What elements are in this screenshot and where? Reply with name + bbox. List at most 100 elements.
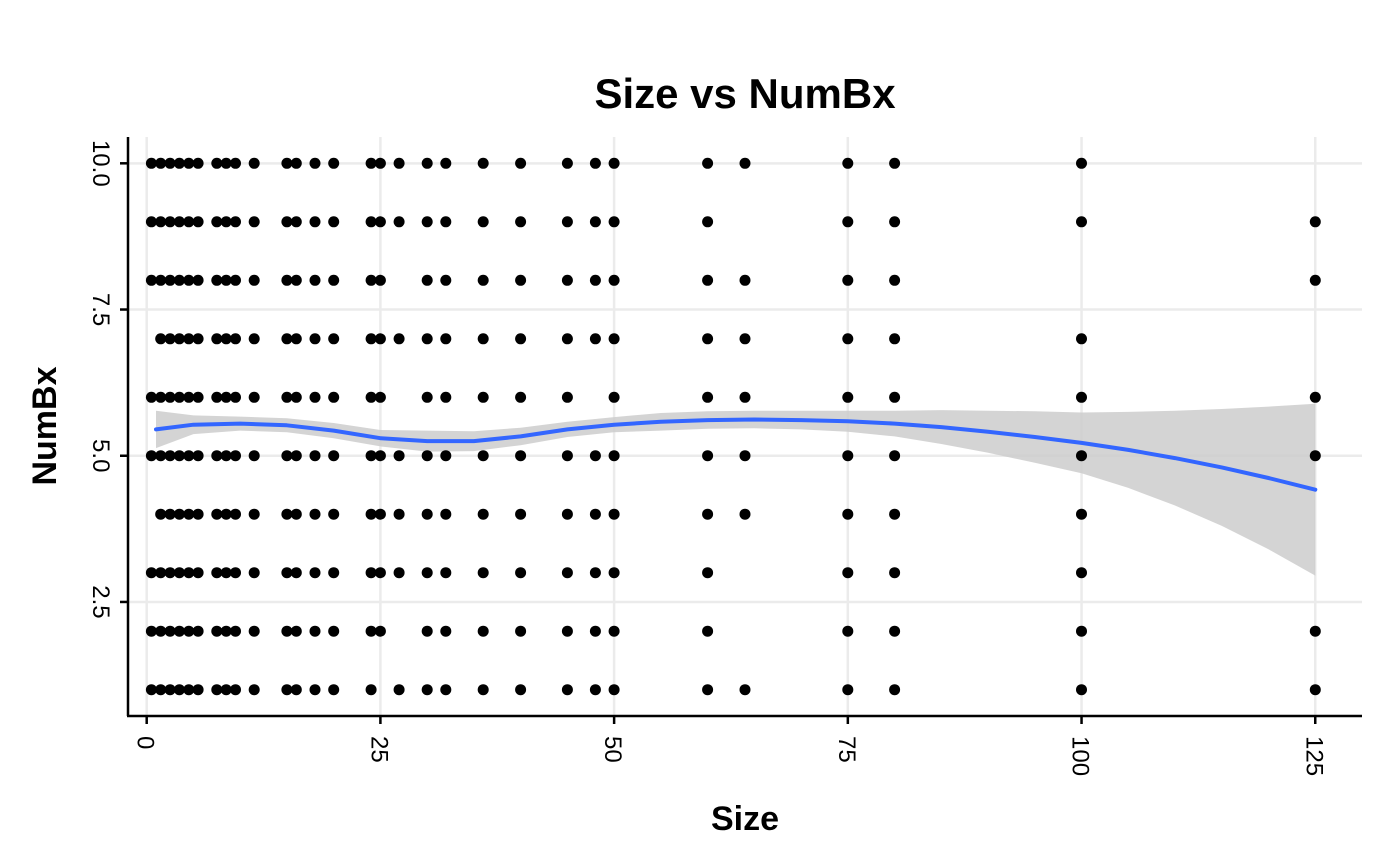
data-point [192,157,204,169]
data-point [477,274,489,286]
data-point [309,391,321,403]
data-point [230,157,241,169]
x-tick-label: 125 [1300,736,1327,776]
data-point [515,450,527,462]
data-point [164,567,176,579]
data-point [889,333,901,345]
data-point [211,684,223,696]
data-point [1076,216,1087,228]
data-point [702,216,714,228]
data-point [309,216,321,228]
data-point [164,333,176,345]
data-point [183,391,195,403]
data-point [365,333,377,345]
data-point [515,684,527,696]
data-point [248,450,260,462]
data-point [393,216,405,228]
data-point [589,450,601,462]
data-point [393,508,405,520]
data-point [365,508,377,520]
data-point [155,684,167,696]
data-point [1309,684,1321,696]
data-point [889,567,901,579]
data-point [145,274,157,286]
data-point [608,684,620,696]
data-point [290,274,302,286]
data-point [328,274,340,286]
data-point [155,333,167,345]
x-tick-label: 50 [599,736,626,763]
data-point [477,216,489,228]
data-point [608,625,620,637]
data-point [608,391,620,403]
data-point [421,625,433,637]
data-point [281,508,293,520]
data-point [477,157,489,169]
data-point [155,157,167,169]
data-point [309,274,321,286]
data-point [309,567,321,579]
data-point [211,450,223,462]
data-point [309,625,321,637]
data-point [155,274,167,286]
data-point [421,216,433,228]
data-point [702,274,714,286]
data-point [1076,333,1087,345]
data-point [374,274,386,286]
data-point [589,508,601,520]
tick-labels: 0 25 50 75 100 125 2.5 5.0 7.5 10.0 [87,140,1327,776]
data-point [290,216,302,228]
data-point [702,684,714,696]
data-point [281,333,293,345]
data-point [290,508,302,520]
data-point [515,157,527,169]
data-point [365,625,377,637]
data-point [328,157,340,169]
data-point [281,684,293,696]
data-point [230,625,241,637]
data-point [211,391,223,403]
data-point [145,567,157,579]
data-point [477,391,489,403]
data-point [739,684,751,696]
data-point [421,684,433,696]
data-point [328,508,340,520]
data-point [281,157,293,169]
data-point [281,450,293,462]
data-point [1309,391,1321,403]
data-point [739,333,751,345]
data-point [281,625,293,637]
data-point [1309,450,1321,462]
data-point [220,508,232,520]
data-point [365,450,377,462]
data-point [145,625,157,637]
data-point [421,567,433,579]
data-point [477,333,489,345]
x-axis-title: Size [711,800,779,838]
data-point [365,567,377,579]
data-point [145,391,157,403]
data-point [842,684,854,696]
data-point [183,274,195,286]
data-point [328,450,340,462]
data-point [440,391,452,403]
data-point [192,625,204,637]
data-point [515,216,527,228]
data-point [889,508,901,520]
data-points [145,157,1321,696]
data-point [561,157,573,169]
data-point [155,391,167,403]
data-point [515,567,527,579]
data-point [248,274,260,286]
confidence-band-area [156,403,1316,576]
y-axis-title: NumBx [26,366,64,485]
data-point [477,567,489,579]
data-point [842,450,854,462]
data-point [290,391,302,403]
data-point [561,216,573,228]
data-point [739,274,751,286]
smooth-trend-line [154,417,1318,492]
data-point [192,684,204,696]
data-point [220,274,232,286]
